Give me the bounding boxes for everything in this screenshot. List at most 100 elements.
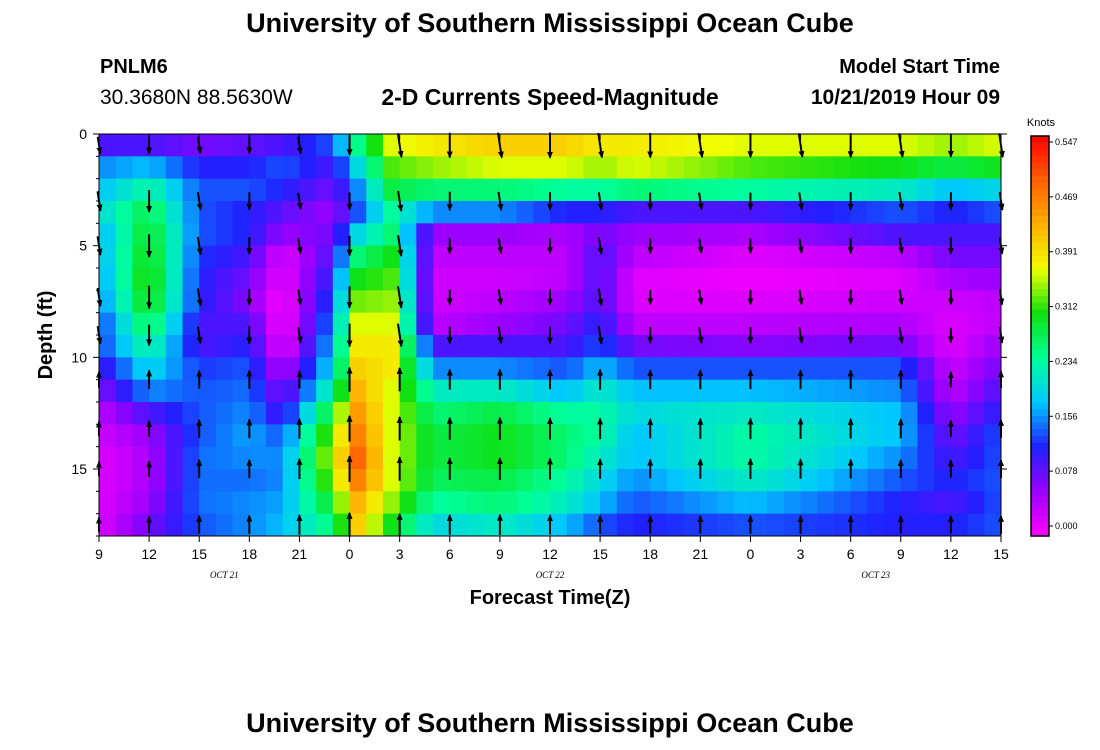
heatmap-cell [650, 469, 668, 492]
heatmap-cell [232, 446, 250, 470]
x-tick-label: 21 [292, 546, 308, 562]
colorbar-swatch [1031, 369, 1049, 377]
heatmap-cell [215, 357, 234, 381]
heatmap-cell [199, 491, 217, 515]
heatmap-cell [349, 156, 367, 180]
heatmap-cell [800, 469, 818, 492]
heatmap-cell [783, 402, 802, 425]
heatmap-cell [683, 402, 701, 425]
heatmap-cell [633, 379, 651, 403]
heatmap-cell [616, 290, 635, 314]
heatmap-cell [416, 357, 434, 381]
heatmap-cell [349, 424, 367, 448]
heatmap-cell [616, 178, 635, 202]
heatmap-cell [199, 178, 217, 202]
heatmap-cell [516, 402, 534, 425]
heatmap-cell [249, 424, 267, 448]
heatmap-cell [733, 290, 752, 314]
heatmap-cell [767, 245, 785, 269]
heatmap-cell [683, 335, 701, 358]
heatmap-cell [165, 357, 184, 381]
current-vector-arrow [196, 236, 203, 256]
heatmap-cell [767, 290, 785, 314]
colorbar-tick-label: 0.156 [1055, 411, 1078, 421]
heatmap-cell [165, 312, 184, 336]
heatmap-cell [967, 379, 985, 403]
heatmap-cell [800, 245, 818, 269]
colorbar-swatch [1031, 516, 1049, 524]
heatmap-cell [199, 156, 217, 180]
current-vector-arrow [497, 326, 504, 345]
heatmap-cell [132, 156, 150, 180]
heatmap-cell [399, 513, 417, 536]
heatmap-cell [616, 335, 635, 358]
heatmap-cell [499, 446, 518, 470]
heatmap-cell [516, 178, 534, 202]
heatmap-cell [950, 424, 969, 448]
heatmap-cell [266, 513, 284, 536]
colorbar-swatch [1031, 389, 1049, 397]
colorbar-swatch [1031, 229, 1049, 237]
heatmap-cell [316, 268, 334, 291]
heatmap-cell [884, 335, 902, 358]
heatmap-cell [416, 513, 434, 536]
heatmap-cell [483, 223, 501, 247]
colorbar-tick-label: 0.078 [1055, 466, 1078, 476]
current-vector-arrow [396, 133, 404, 159]
heatmap-cell [850, 178, 868, 202]
heatmap-cell [99, 290, 117, 314]
heatmap-cell [783, 491, 802, 515]
heatmap-cell [165, 469, 184, 492]
heatmap-cell [900, 268, 919, 291]
colorbar-swatch [1031, 209, 1049, 217]
heatmap-cell [850, 357, 868, 381]
heatmap-cell [165, 402, 184, 425]
heatmap-cell [99, 178, 117, 202]
heatmap-cell [132, 402, 150, 425]
heatmap-cell [683, 223, 701, 247]
heatmap-cell [382, 245, 401, 269]
heatmap-cell [884, 178, 902, 202]
heatmap-cell [850, 245, 868, 269]
heatmap-cell [132, 245, 150, 269]
heatmap-cell [800, 268, 818, 291]
heatmap-cell [316, 156, 334, 180]
heatmap-cell [733, 223, 752, 247]
heatmap-cell [750, 223, 768, 247]
heatmap-cell [266, 156, 284, 180]
heatmap-cell [550, 335, 568, 358]
heatmap-cell [449, 335, 468, 358]
heatmap-cell [967, 469, 985, 492]
heatmap-cell [249, 379, 267, 403]
heatmap-cell [299, 268, 317, 291]
heatmap-cell [633, 134, 651, 157]
heatmap-cell [600, 402, 618, 425]
heatmap-cell [817, 312, 835, 336]
heatmap-cell [132, 513, 150, 536]
heatmap-cell [733, 335, 752, 358]
heatmap-cell [449, 357, 468, 381]
heatmap-cell [616, 402, 635, 425]
heatmap-cell [616, 268, 635, 291]
heatmap-cell [733, 469, 752, 492]
heatmap-cell [299, 357, 317, 381]
heatmap-cell [950, 357, 969, 381]
heatmap-cell [249, 223, 267, 247]
colorbar-swatch [1031, 162, 1049, 170]
heatmap-cell [850, 446, 868, 470]
heatmap-cell [750, 268, 768, 291]
x-tick-label: 15 [592, 546, 608, 562]
current-vector-arrow [797, 238, 804, 254]
heatmap-cell [666, 178, 685, 202]
heatmap-cell [366, 513, 384, 536]
heatmap-cell [800, 201, 818, 224]
heatmap-cell [232, 402, 250, 425]
heatmap-cell [616, 357, 635, 381]
heatmap-cell [232, 335, 250, 358]
heatmap-cell [934, 134, 952, 157]
heatmap-cell [750, 402, 768, 425]
heatmap-cell [516, 312, 534, 336]
colorbar-swatch [1031, 402, 1049, 410]
heatmap-cell [666, 402, 685, 425]
